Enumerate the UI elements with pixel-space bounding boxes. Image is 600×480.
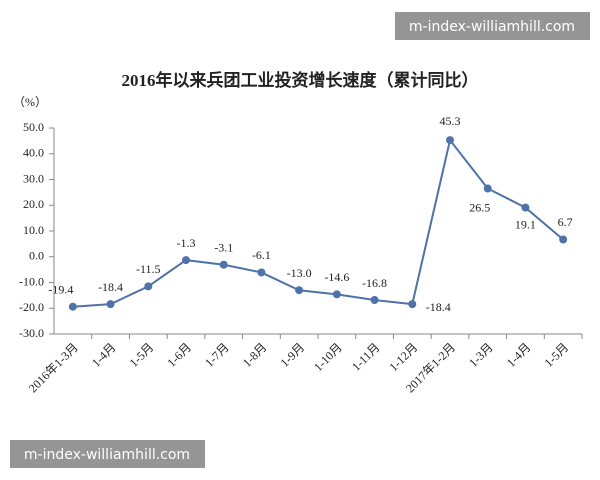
marker [521, 203, 530, 212]
marker [144, 282, 153, 291]
marker [446, 136, 454, 145]
marker [370, 296, 379, 305]
data-label: -14.6 [324, 270, 349, 284]
marker [68, 302, 77, 311]
y-tick-label: 40.0 [23, 146, 44, 160]
y-tick-label: -20.0 [19, 300, 44, 314]
marker [332, 290, 341, 299]
y-tick-label: 20.0 [23, 197, 44, 211]
y-tick-label: 50.0 [23, 120, 44, 134]
y-tick-label: 10.0 [23, 223, 44, 237]
data-label: -6.1 [252, 248, 271, 262]
data-label: -19.4 [48, 282, 73, 296]
watermark: m-index-williamhill.com [24, 447, 190, 463]
line [72, 137, 564, 308]
watermark: m-index-williamhill.com [409, 19, 575, 35]
data-label: 6.7 [558, 215, 573, 229]
y-axis-label: （%） [13, 95, 47, 109]
marker [106, 300, 115, 309]
marker [219, 260, 228, 269]
data-label: -1.3 [177, 236, 196, 250]
y-tick-label: 0.0 [29, 249, 44, 263]
marker [408, 300, 417, 309]
chart-title: 2016年以来兵团工业投资增长速度（累计同比） [122, 70, 479, 90]
data-label: -18.4 [426, 300, 451, 314]
marker [182, 256, 190, 265]
marker [483, 184, 492, 193]
marker [295, 286, 304, 295]
y-tick-label: -30.0 [19, 326, 44, 340]
data-label: 19.1 [515, 217, 536, 231]
data-label: -13.0 [287, 266, 312, 280]
watermark-box [10, 440, 205, 468]
data-label: 45.3 [440, 114, 461, 128]
y-tick-label: 30.0 [23, 171, 44, 185]
data-label: -16.8 [362, 276, 387, 290]
marker [257, 268, 266, 277]
y-tick-label: -10.0 [19, 274, 44, 288]
marker [559, 235, 568, 244]
watermark-box [395, 12, 590, 40]
data-label: -18.4 [98, 280, 123, 294]
data-label: 26.5 [469, 200, 490, 214]
data-label: -11.5 [136, 262, 161, 276]
data-label: -3.1 [214, 240, 233, 254]
